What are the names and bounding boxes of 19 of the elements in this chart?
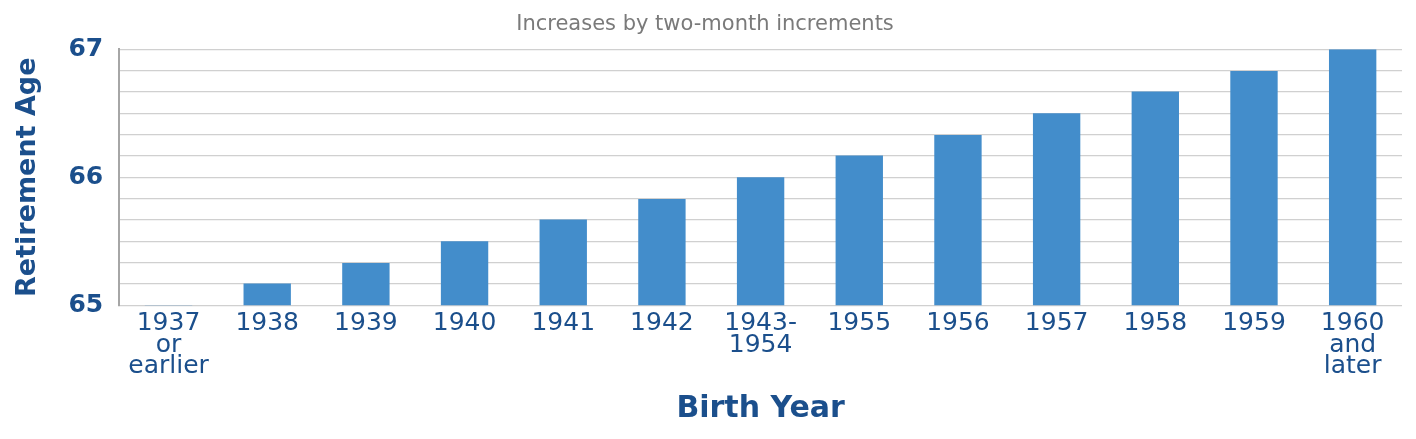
y-tick-label: 66 [68,160,104,190]
x-tick-label: 1937 or earlier [128,307,210,379]
y-tick-label: 67 [68,32,104,62]
x-tick-label: 1958 [1123,307,1188,337]
y-tick-label: 65 [68,288,104,318]
x-tick-label: 1960 and later [1320,307,1385,379]
x-tick-label: 1940 [432,307,497,337]
x-tick-label: 1955 [827,307,892,337]
x-tick-label: 1943-1954 [724,307,797,358]
x-tick-label: 1938 [235,307,300,337]
x-tick-label: 1956 [926,307,990,337]
chart-title: Increases by two-month increments [516,11,894,36]
x-tick-label: 1941 [531,307,596,337]
x-tick-label: 1959 [1222,307,1286,337]
x-tick-label: 1942 [630,307,694,337]
x-tick-label: 1939 [334,307,398,337]
x-axis-title: Birth Year [676,388,846,424]
x-tick-label: 1957 [1024,307,1089,337]
y-axis-title: Retirement Age [10,57,42,297]
